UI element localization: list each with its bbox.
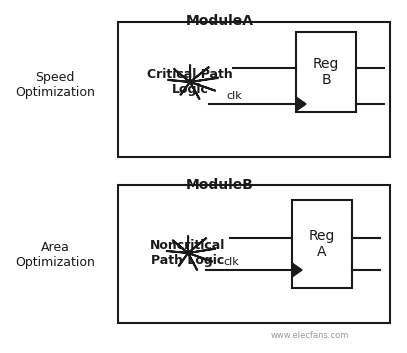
- Text: Noncritical
Path Logic: Noncritical Path Logic: [150, 239, 226, 267]
- Text: Reg
A: Reg A: [309, 229, 335, 259]
- Polygon shape: [296, 97, 306, 111]
- Text: ModuleA: ModuleA: [186, 14, 254, 28]
- Bar: [292, 200, 352, 288]
- Text: clk: clk: [226, 91, 242, 101]
- Polygon shape: [292, 263, 302, 277]
- Bar: [118, 185, 390, 323]
- Text: Speed
Optimization: Speed Optimization: [15, 71, 95, 99]
- Text: ModuleB: ModuleB: [186, 178, 254, 192]
- Text: clk: clk: [223, 257, 239, 267]
- Text: Critical Path
Logic: Critical Path Logic: [147, 68, 233, 96]
- Bar: [296, 32, 356, 112]
- Text: www.elecfans.com: www.elecfans.com: [271, 331, 349, 340]
- Text: Area
Optimization: Area Optimization: [15, 241, 95, 269]
- Text: Reg
B: Reg B: [313, 57, 339, 87]
- Bar: [118, 22, 390, 157]
